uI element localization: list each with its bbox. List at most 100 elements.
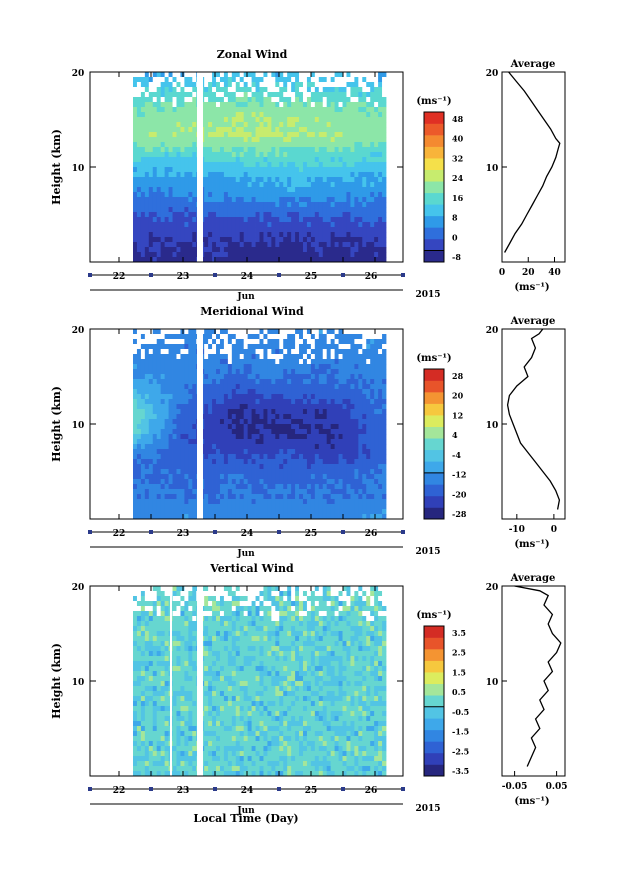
heatmap-cell	[374, 494, 379, 500]
heatmap-cell	[227, 147, 233, 153]
heatmap-cell	[239, 494, 245, 500]
heatmap-cell	[152, 484, 158, 490]
heatmap-cell	[283, 354, 288, 360]
heatmap-cell	[243, 227, 249, 233]
heatmap-cell	[168, 339, 173, 345]
heatmap-cell	[263, 444, 268, 450]
heatmap-cell	[295, 167, 300, 173]
heatmap-cell	[144, 117, 150, 123]
heatmap-cell	[358, 444, 363, 450]
heatmap-cell	[275, 212, 280, 218]
heatmap-cell	[326, 182, 332, 188]
heatmap-cell	[184, 217, 189, 223]
heatmap-cell	[184, 127, 189, 133]
heatmap-cell	[322, 489, 328, 495]
colorbar-segment	[424, 146, 444, 159]
heatmap-cell	[322, 369, 328, 375]
heatmap-cell	[378, 227, 383, 233]
colorbar-segment	[424, 135, 444, 147]
heatmap-cell	[358, 364, 363, 370]
heatmap-cell	[184, 444, 189, 450]
heatmap-cell	[152, 359, 158, 365]
heatmap-cell	[366, 227, 371, 233]
heatmap-cell	[136, 484, 142, 490]
heatmap-cell	[271, 359, 276, 365]
heatmap-cell	[263, 212, 268, 218]
heatmap-cell	[204, 399, 209, 405]
heatmap-cell	[283, 87, 288, 93]
heatmap-cell	[204, 434, 209, 440]
heatmap-cell	[334, 257, 339, 263]
heatmap-cell	[314, 364, 320, 370]
heatmap-cell	[136, 112, 142, 118]
heatmap-cell	[291, 384, 296, 390]
heatmap-cell	[223, 404, 229, 410]
heatmap-cell	[243, 374, 249, 380]
heatmap-cell	[291, 157, 296, 163]
heatmap-cell	[358, 102, 363, 108]
heatmap-cell	[283, 329, 288, 335]
heatmap-cell	[140, 122, 146, 128]
heatmap-cell	[168, 419, 173, 425]
heatmap-cell	[291, 87, 296, 93]
heatmap-cell	[247, 217, 252, 223]
heatmap-cell	[299, 132, 304, 138]
heatmap-cell	[310, 122, 316, 128]
heatmap-cell	[263, 82, 268, 88]
heatmap-cell	[350, 379, 355, 385]
heatmap-cell	[302, 444, 308, 450]
heatmap-cell	[267, 454, 272, 460]
heatmap-cell	[160, 479, 166, 485]
heatmap-cell	[204, 409, 209, 415]
heatmap-cell	[326, 177, 332, 183]
heatmap-cell	[382, 444, 387, 450]
heatmap-cell	[306, 434, 312, 440]
heatmap-cell	[378, 252, 383, 258]
heatmap-cell	[283, 384, 288, 390]
heatmap-cell	[247, 257, 252, 263]
heatmap-cell	[180, 82, 185, 88]
heatmap-cell	[334, 344, 339, 350]
heatmap-cell	[204, 474, 209, 480]
heatmap-cell	[378, 404, 383, 410]
heatmap-cell	[188, 364, 193, 370]
heatmap-cell	[212, 459, 217, 465]
heatmap-cell	[310, 504, 316, 510]
heatmap-cell	[192, 127, 197, 133]
heatmap-cell	[287, 242, 292, 248]
heatmap-cell	[156, 399, 162, 405]
heatmap-cell	[362, 127, 367, 133]
heatmap-cell	[223, 117, 229, 123]
heatmap-cell	[133, 217, 138, 223]
heatmap-cell	[358, 334, 363, 340]
heatmap-cell	[172, 192, 177, 198]
heatmap-cell	[168, 227, 173, 233]
heatmap-cell	[172, 247, 177, 253]
heatmap-cell	[366, 242, 371, 248]
heatmap-cell	[370, 82, 375, 88]
heatmap-cell	[133, 227, 138, 233]
heatmap-cell	[172, 117, 177, 123]
heatmap-cell	[259, 354, 264, 360]
heatmap-cell	[156, 349, 162, 355]
heatmap-cell	[306, 374, 312, 380]
heatmap-cell	[216, 197, 221, 203]
heatmap-cell	[370, 202, 375, 208]
heatmap-cell	[354, 187, 359, 193]
heatmap-cell	[255, 127, 260, 133]
heatmap-cell	[219, 444, 225, 450]
heatmap-cell	[148, 354, 154, 360]
heatmap-cell	[216, 207, 221, 213]
heatmap-cell	[283, 117, 288, 123]
heatmap-cell	[247, 242, 252, 248]
heatmap-cell	[192, 459, 197, 465]
heatmap-cell	[140, 439, 146, 445]
heatmap-cell	[271, 509, 276, 515]
heatmap-cell	[267, 444, 272, 450]
heatmap-cell	[152, 439, 158, 445]
heatmap-cell	[259, 514, 264, 520]
heatmap-cell	[239, 212, 245, 218]
heatmap-cell	[140, 419, 146, 425]
heatmap-cell	[271, 364, 276, 370]
heatmap-cell	[275, 137, 280, 143]
